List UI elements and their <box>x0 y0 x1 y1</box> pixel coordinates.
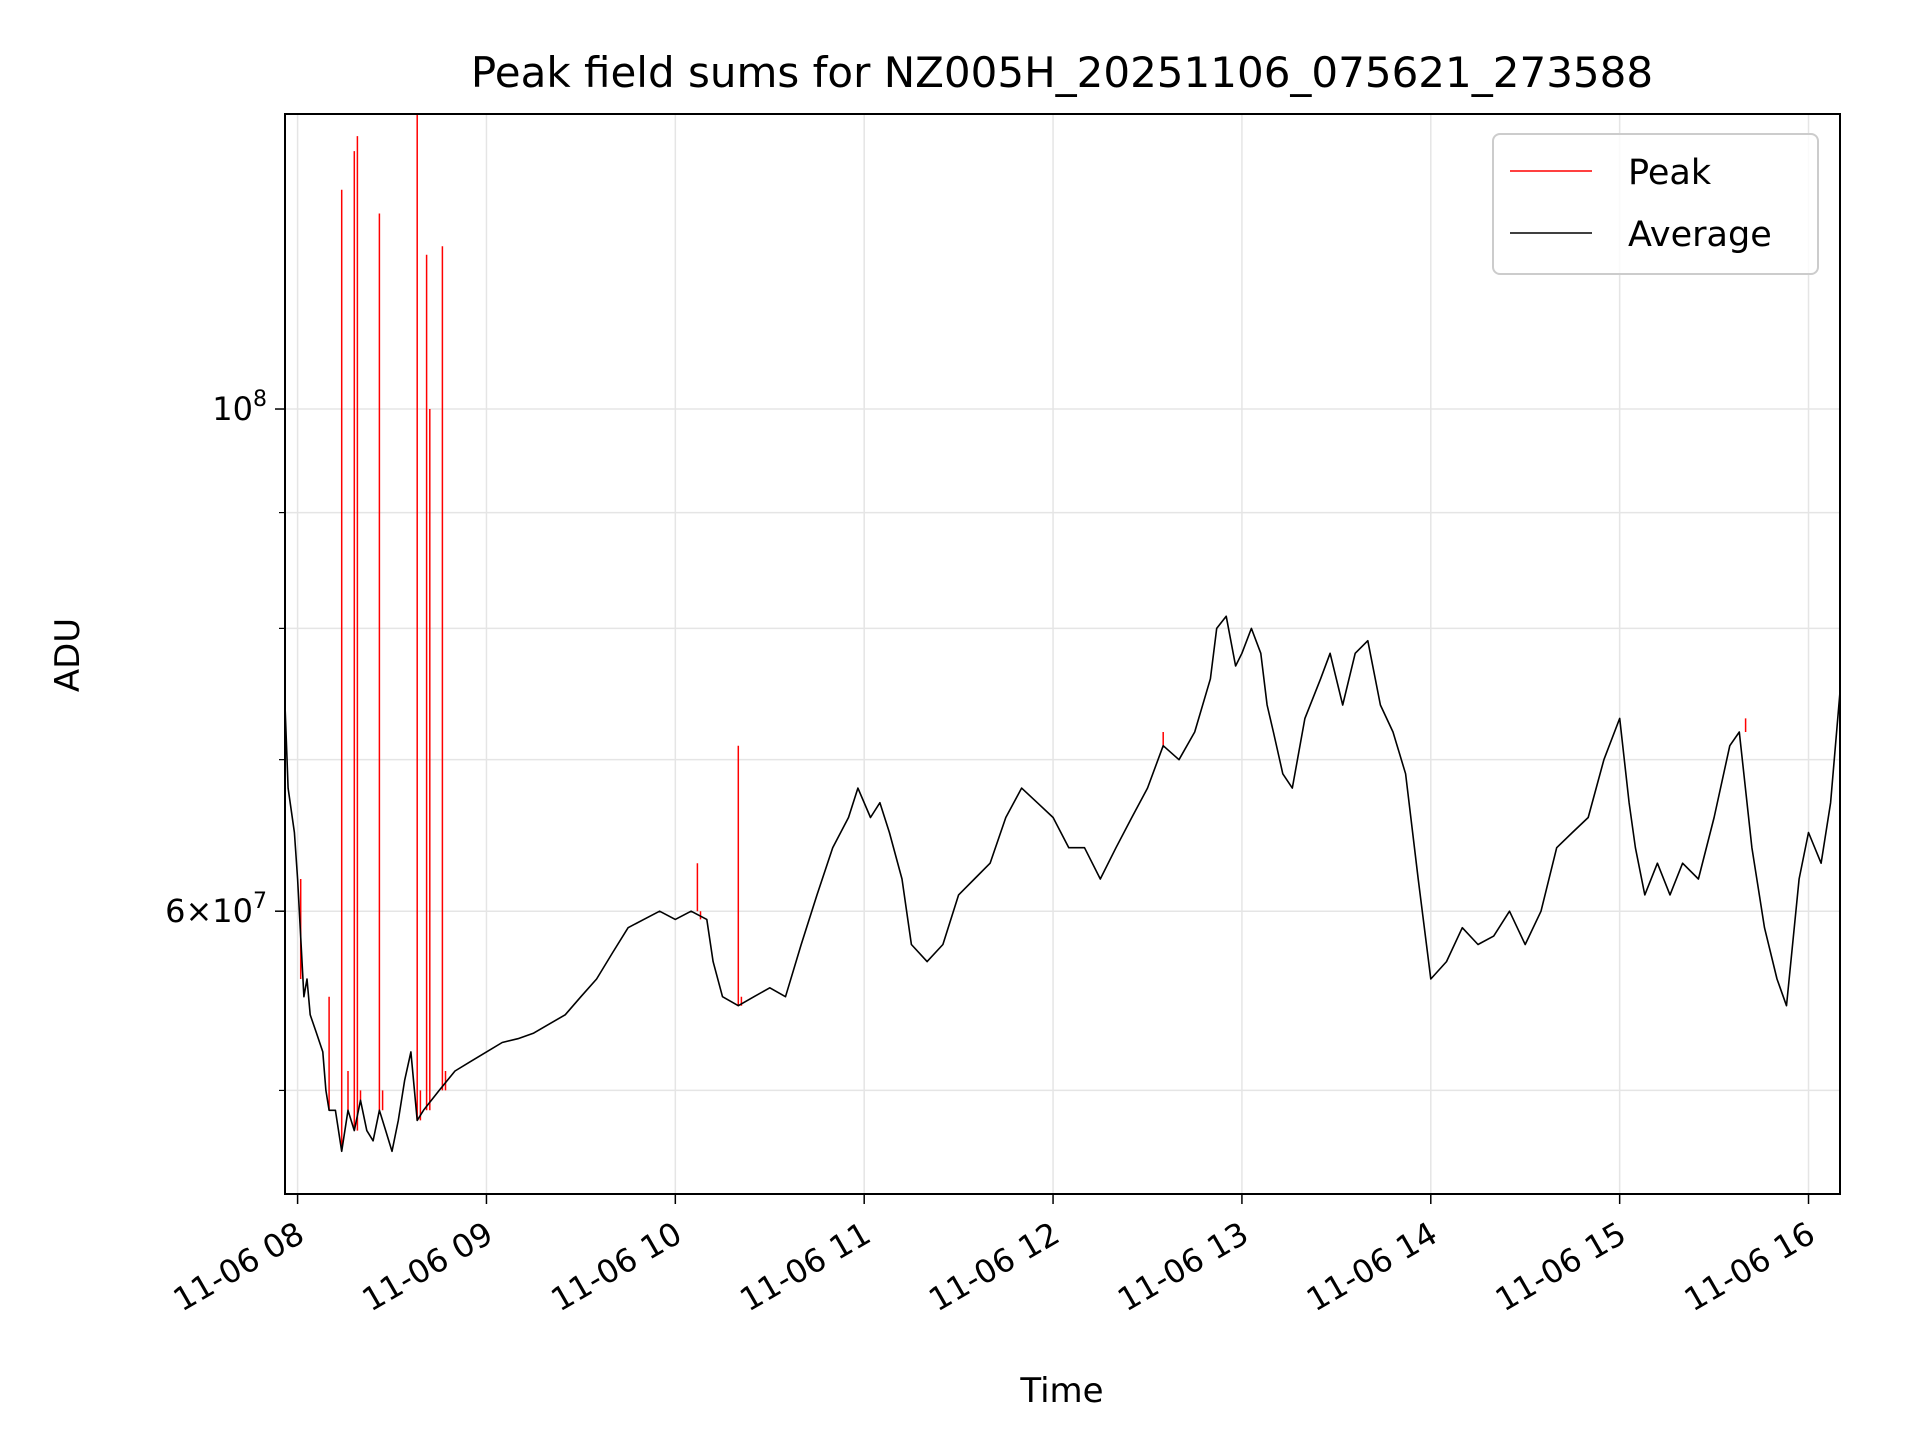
plot-frame <box>284 113 1841 1195</box>
y-axis: 108 6×107 <box>165 387 285 1092</box>
legend: Peak Average <box>1492 133 1819 275</box>
y-tick-label: 6×107 <box>165 889 267 930</box>
legend-average-label: Average <box>1628 215 1772 255</box>
chart-title: Peak field sums for NZ005H_20251106_0756… <box>471 48 1653 97</box>
grid <box>285 114 1840 1194</box>
y-tick-label: 108 <box>212 387 267 428</box>
legend-box <box>1492 133 1819 275</box>
series-line-average <box>284 615 1841 1153</box>
y-axis-label: ADU <box>48 618 88 692</box>
legend-peak-label: Peak <box>1628 153 1712 193</box>
x-axis-label: Time <box>1019 1371 1103 1411</box>
